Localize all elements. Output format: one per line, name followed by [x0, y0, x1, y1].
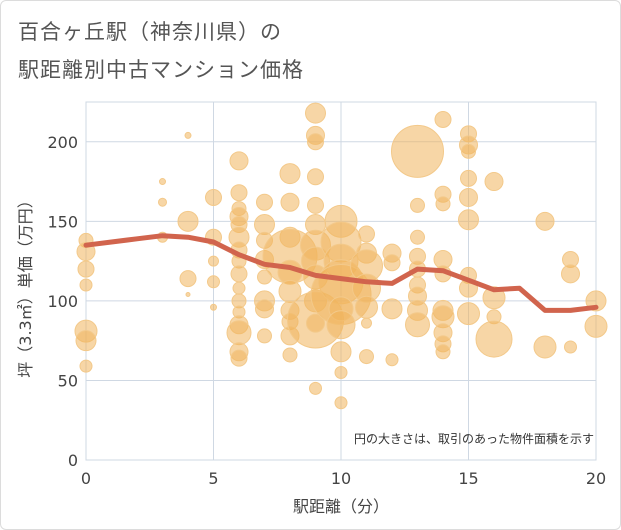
data-bubble [280, 192, 300, 212]
data-bubble [475, 320, 513, 358]
data-bubble [177, 210, 199, 232]
data-bubble [230, 184, 248, 202]
data-bubble [355, 295, 378, 319]
x-tick-label: 20 [586, 469, 606, 488]
data-bubble [358, 225, 375, 243]
data-bubble [210, 303, 217, 311]
data-bubble [79, 359, 93, 373]
data-bubble [457, 302, 480, 326]
data-bubble [584, 314, 608, 338]
data-bubble [207, 275, 220, 289]
y-tick-label: 50 [58, 371, 78, 390]
data-bubble [185, 292, 191, 298]
data-bubble [330, 341, 352, 363]
y-axis-label: 坪（3.3㎡）単価（万円） [16, 192, 35, 377]
data-bubble [230, 265, 248, 283]
trend-line-layer [83, 233, 599, 313]
data-bubble [410, 197, 425, 213]
trend-line [83, 233, 599, 313]
x-tick-label: 0 [81, 469, 91, 488]
data-bubble [564, 340, 577, 354]
chart-title-line2: 駅距離別中古マンション価格 [18, 58, 304, 82]
data-bubble [305, 102, 326, 124]
y-tick-label: 200 [47, 133, 78, 152]
data-bubble [159, 178, 166, 186]
data-bubble [326, 310, 356, 340]
data-bubble [309, 381, 322, 395]
y-tick-label: 0 [68, 451, 78, 470]
data-bubble [460, 169, 477, 187]
data-bubble [279, 163, 301, 185]
data-bubble [435, 196, 451, 212]
y-tick-label: 100 [47, 292, 78, 311]
data-bubble [257, 328, 272, 344]
data-bubble [306, 313, 325, 333]
data-bubble [383, 254, 401, 272]
x-tick-label: 10 [331, 469, 351, 488]
data-bubble [533, 335, 557, 359]
data-bubble [232, 281, 246, 295]
bubble-layer [74, 102, 608, 410]
data-bubble [179, 270, 197, 288]
data-bubble [410, 229, 425, 245]
data-bubble [230, 349, 248, 367]
data-bubble [307, 168, 324, 186]
data-bubble [307, 196, 324, 214]
data-bubble [256, 193, 273, 211]
size-annotation: 円の大きさは、取引のあった物件面積を示す [354, 431, 594, 446]
data-bubble [205, 188, 222, 206]
x-tick-label: 5 [208, 469, 218, 488]
chart-title-line1: 百合ヶ丘駅（神奈川県）の [18, 20, 282, 44]
data-bubble [158, 197, 167, 207]
data-bubble [459, 187, 478, 207]
x-tick-label: 15 [458, 469, 478, 488]
data-bubble [257, 269, 272, 285]
data-bubble [405, 312, 430, 338]
data-bubble [484, 172, 504, 192]
data-bubble [77, 260, 95, 278]
data-bubble [79, 278, 93, 292]
data-bubble [561, 264, 580, 284]
data-bubble [482, 286, 506, 310]
data-bubble [461, 143, 476, 159]
data-bubble [254, 214, 275, 236]
data-bubble [75, 330, 97, 352]
data-bubble [434, 111, 452, 129]
data-bubble [282, 347, 298, 363]
data-bubble [435, 344, 451, 360]
data-bubble [458, 209, 479, 231]
x-axis-label: 駅距離（分） [293, 497, 389, 516]
data-bubble [229, 151, 249, 171]
data-bubble [381, 298, 403, 320]
data-bubble [226, 320, 252, 346]
data-bubble [255, 299, 274, 319]
data-bubble [208, 255, 219, 267]
data-bubble [307, 133, 324, 151]
data-bubble [385, 353, 399, 367]
data-bubble [391, 124, 444, 178]
data-bubble [361, 317, 372, 329]
data-bubble [334, 396, 348, 410]
data-bubble [359, 349, 374, 365]
data-bubble [184, 131, 192, 139]
y-tick-label: 150 [47, 212, 78, 231]
data-bubble [535, 211, 555, 231]
data-bubble [334, 365, 348, 379]
